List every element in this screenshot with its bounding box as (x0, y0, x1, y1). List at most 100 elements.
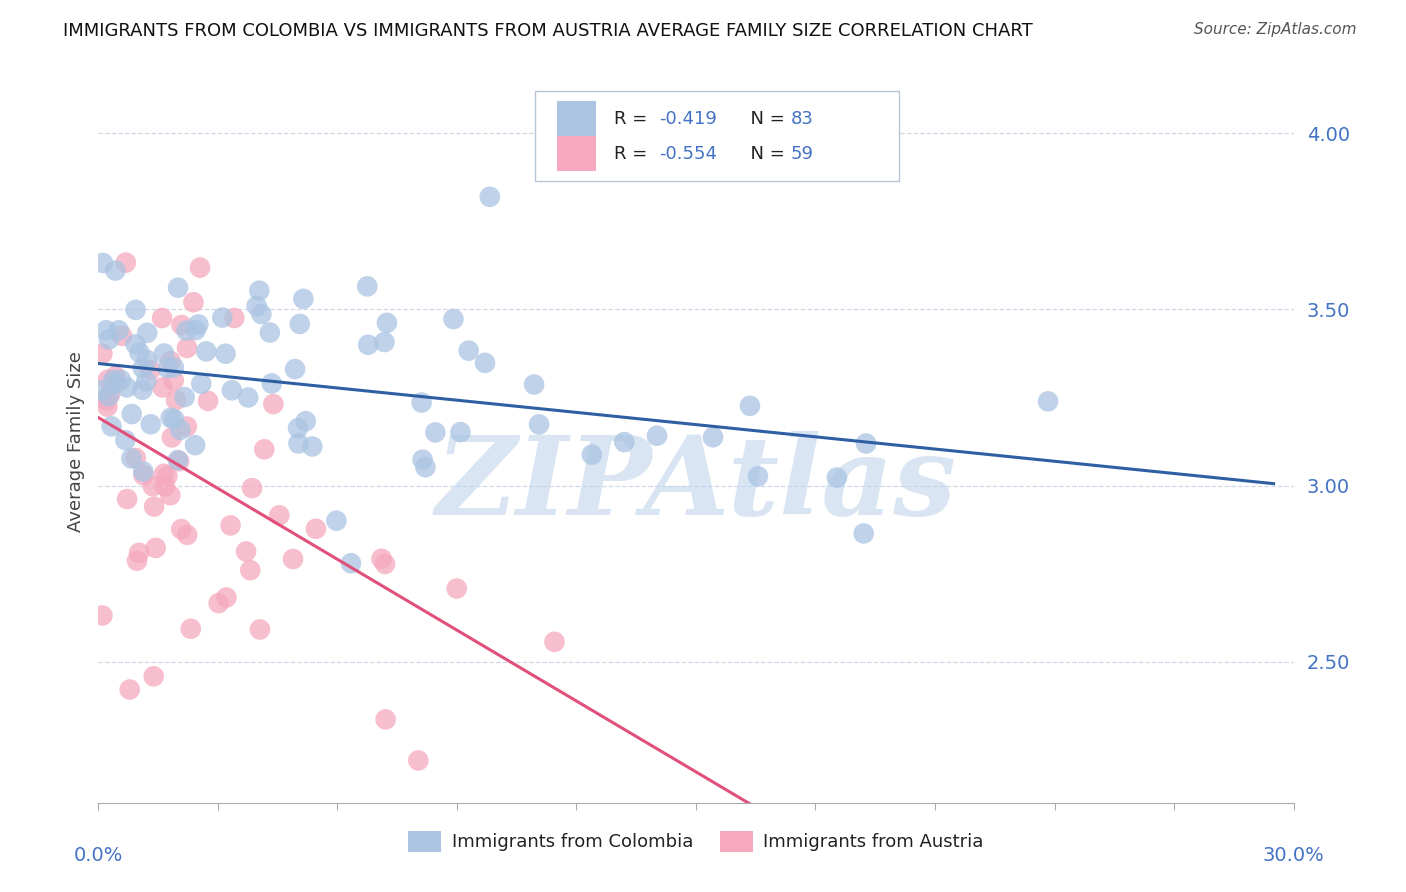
Point (180, 622, 202, 636)
Point (373, 334, 395, 349)
Point (357, 338, 380, 352)
Bar (557, 136, 596, 171)
Point (852, 526, 875, 541)
Point (184, 438, 207, 452)
Point (176, 324, 198, 338)
Bar (557, 102, 596, 136)
Point (170, 318, 193, 332)
Point (125, 450, 148, 465)
Point (1036, 394, 1059, 409)
Point (188, 260, 211, 275)
Point (120, 451, 142, 466)
Point (224, 310, 246, 325)
Point (195, 344, 218, 359)
Point (747, 469, 769, 483)
Point (240, 481, 263, 495)
Point (152, 380, 174, 394)
Point (825, 470, 848, 484)
Point (249, 623, 271, 637)
Point (855, 436, 877, 450)
Point (150, 311, 173, 326)
Point (97, 333, 120, 347)
Point (142, 479, 165, 493)
Point (411, 395, 433, 409)
Point (374, 713, 396, 727)
Point (107, 323, 129, 337)
Legend: Immigrants from Colombia, Immigrants from Austria: Immigrants from Colombia, Immigrants fro… (401, 823, 991, 859)
Point (91, 347, 114, 361)
Point (259, 326, 281, 340)
Point (340, 556, 363, 570)
Point (132, 361, 155, 376)
Point (325, 514, 347, 528)
Point (356, 279, 378, 293)
Point (301, 440, 323, 454)
Point (121, 407, 143, 421)
Point (156, 361, 179, 376)
Point (581, 448, 603, 462)
Point (97, 389, 120, 403)
Point (208, 596, 231, 610)
Point (235, 544, 257, 558)
Point (94, 323, 117, 337)
Point (211, 310, 233, 325)
Point (184, 323, 207, 337)
Point (115, 380, 138, 394)
Point (139, 417, 162, 432)
Point (443, 312, 465, 326)
Point (139, 363, 162, 377)
Point (294, 414, 316, 428)
Point (136, 353, 159, 368)
Point (167, 280, 190, 294)
Point (415, 460, 437, 475)
Point (457, 343, 479, 358)
Point (111, 329, 134, 343)
Text: -0.554: -0.554 (659, 145, 717, 162)
Point (163, 360, 186, 375)
Point (136, 326, 159, 340)
Point (132, 468, 155, 483)
Text: IMMIGRANTS FROM COLOMBIA VS IMMIGRANTS FROM AUSTRIA AVERAGE FAMILY SIZE CORRELAT: IMMIGRANTS FROM COLOMBIA VS IMMIGRANTS F… (63, 22, 1033, 40)
Point (156, 469, 179, 483)
Point (131, 383, 153, 397)
Point (613, 435, 636, 450)
Point (96, 400, 118, 414)
Point (478, 190, 501, 204)
Point (219, 518, 242, 533)
Point (170, 522, 193, 536)
Point (114, 255, 136, 269)
Point (163, 412, 186, 426)
Text: R =: R = (613, 145, 652, 162)
Point (110, 373, 132, 387)
Point (132, 465, 155, 479)
Point (100, 419, 122, 434)
Point (91, 383, 114, 397)
Point (375, 316, 398, 330)
Point (287, 436, 309, 450)
Point (153, 346, 176, 360)
Point (143, 500, 166, 514)
Text: 83: 83 (790, 110, 813, 128)
Point (176, 341, 198, 355)
Point (101, 373, 124, 387)
Point (238, 391, 260, 405)
Point (370, 551, 392, 566)
Point (183, 295, 205, 310)
Point (523, 377, 546, 392)
Point (408, 754, 430, 768)
Point (124, 302, 146, 317)
Point (305, 522, 328, 536)
Point (97, 373, 120, 387)
Point (214, 347, 236, 361)
Text: -0.419: -0.419 (659, 110, 717, 128)
Point (128, 546, 150, 560)
Point (91, 608, 114, 623)
Point (176, 419, 198, 434)
Point (247, 284, 270, 298)
Point (262, 397, 284, 411)
Point (284, 362, 307, 376)
Point (253, 442, 276, 457)
Point (645, 428, 668, 442)
Point (124, 337, 146, 351)
Point (104, 376, 127, 391)
